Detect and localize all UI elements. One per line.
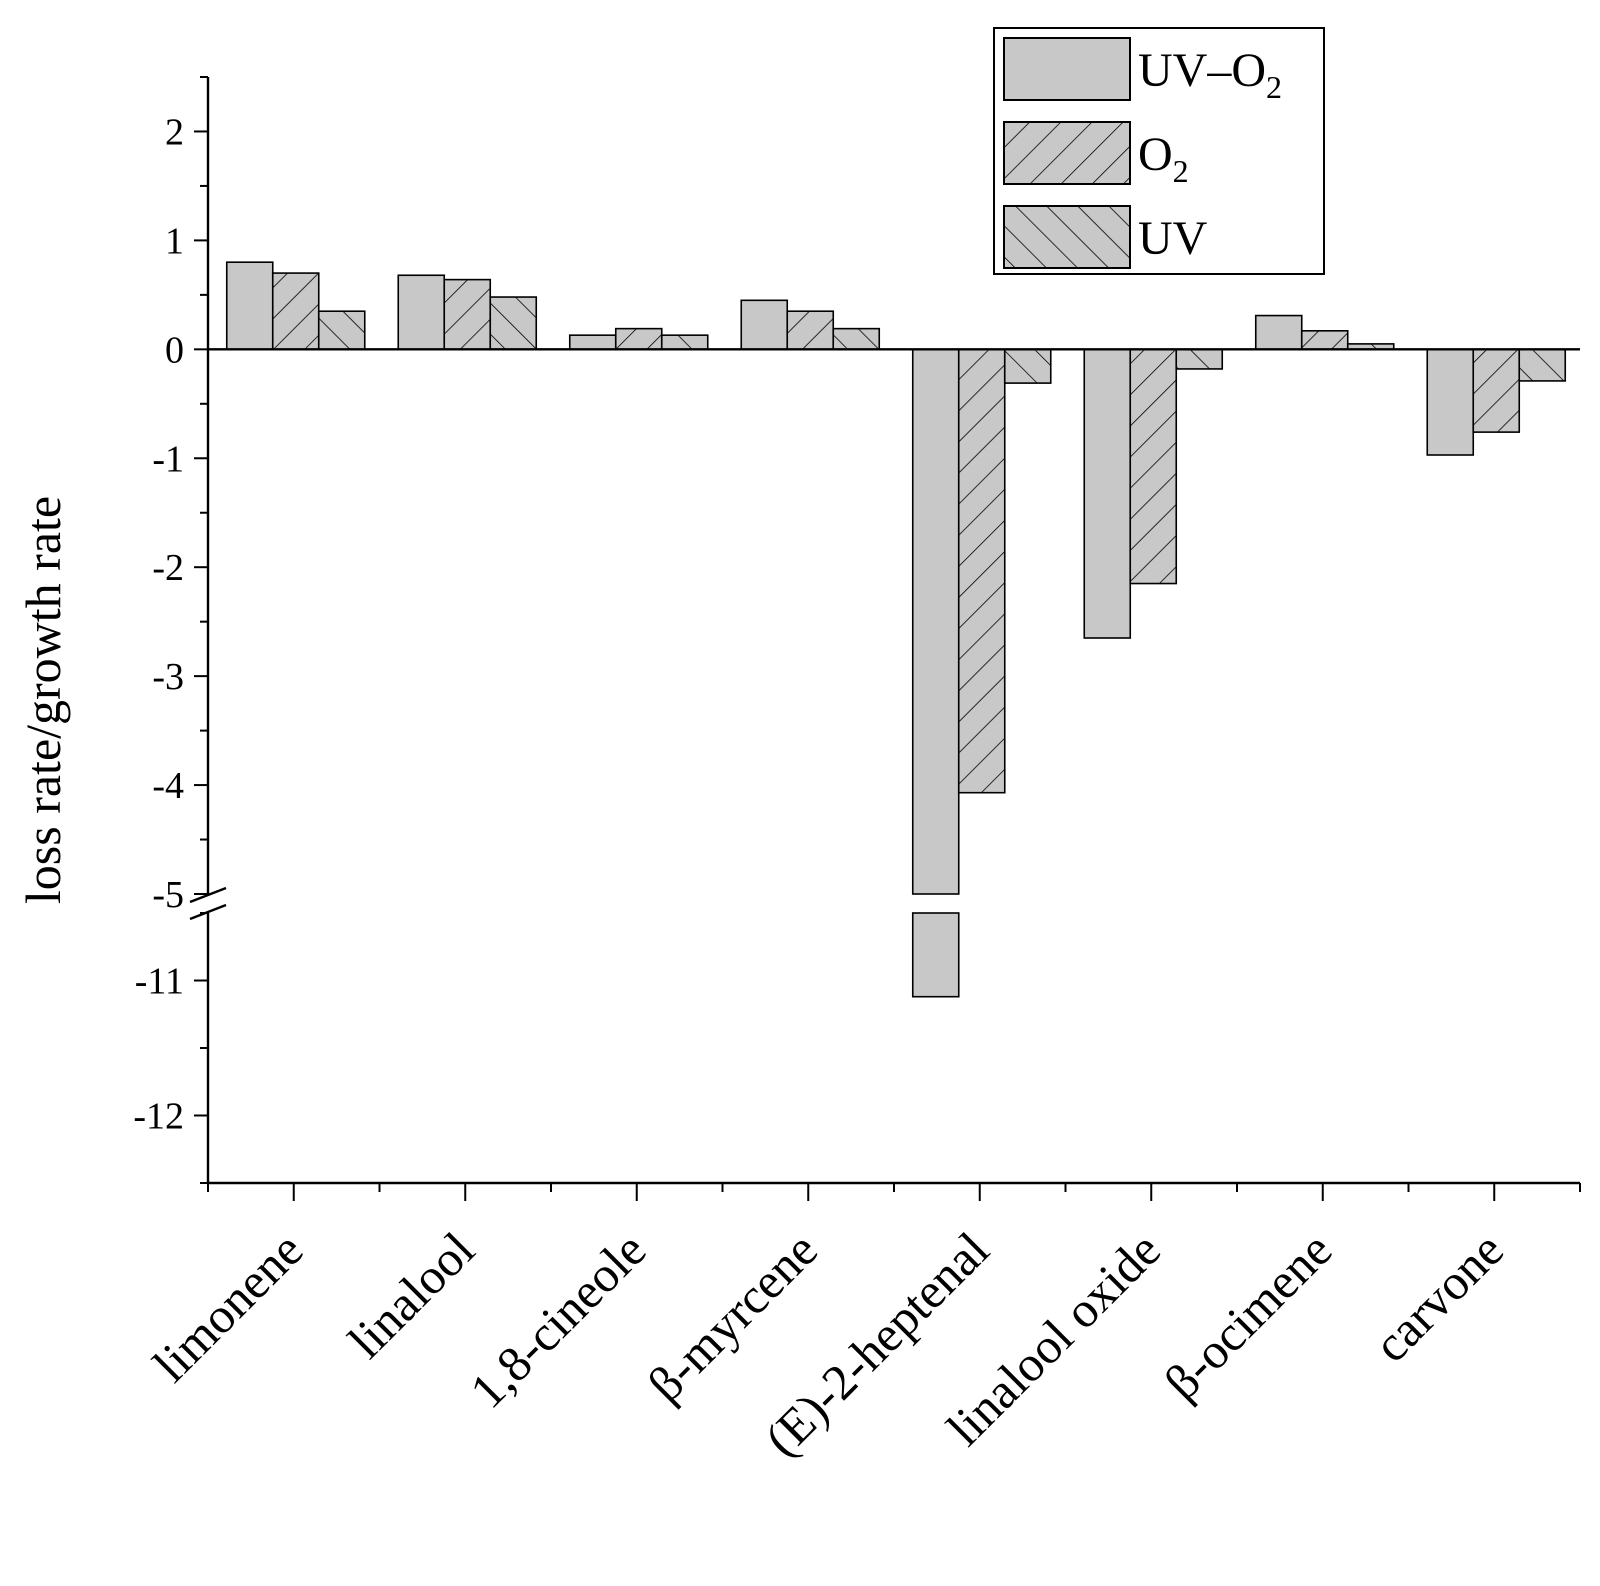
bar-uv-o2-3 <box>740 299 789 351</box>
bar-o2-6 <box>1300 330 1349 351</box>
bar-uv-4 <box>1003 348 1052 384</box>
y-tick-label: -1 <box>152 438 184 480</box>
bar-uv-7 <box>1518 348 1567 382</box>
bar-uv-0 <box>317 310 366 351</box>
y-axis-title: loss rate/growth rate <box>15 496 71 904</box>
bar-uv-o2-1 <box>397 274 446 351</box>
y-tick-label: -5 <box>152 874 184 916</box>
bar-uv-o2-7 <box>1426 348 1475 456</box>
legend-swatch-uv-o2 <box>1003 37 1131 101</box>
bar-uv-o2-0 <box>225 261 274 351</box>
y-tick-label: -3 <box>152 656 184 698</box>
category-label: β-ocimene <box>1153 1221 1342 1410</box>
category-label: 1,8-cineole <box>459 1221 657 1419</box>
legend-label-uv: UV <box>1138 212 1208 265</box>
bar-uv-o2-6 <box>1254 314 1303 351</box>
y-tick-label: -2 <box>152 547 184 589</box>
legend-swatch-uv <box>1003 205 1131 269</box>
bar-o2-7 <box>1472 348 1521 433</box>
bar-uv-3 <box>832 327 881 351</box>
y-tick-label: -12 <box>133 1096 184 1138</box>
bar-o2-4 <box>957 348 1006 794</box>
bars-layer <box>225 261 1567 998</box>
bar-uv-o2-4-upper <box>911 348 960 895</box>
category-label: linalool <box>337 1221 485 1369</box>
axes-layer <box>189 76 1581 1201</box>
bar-o2-5 <box>1129 348 1178 585</box>
bar-o2-2 <box>614 327 663 351</box>
y-tick-label: -4 <box>152 765 184 807</box>
y-tick-label: -11 <box>135 961 184 1003</box>
y-tick-label: 2 <box>165 111 184 153</box>
category-label: limonene <box>142 1221 313 1392</box>
y-tick-label: 0 <box>165 329 184 371</box>
bar-o2-0 <box>271 272 320 351</box>
legend-label-o2: O2 <box>1138 128 1189 189</box>
bar-uv-o2-5 <box>1083 348 1132 639</box>
bar-uv-1 <box>489 296 538 351</box>
bar-uv-2 <box>660 334 709 351</box>
category-label: carvone <box>1363 1221 1514 1372</box>
x-category-labels: limonene linalool1,8-cineoleβ-myrcene(E)-… <box>142 1221 1514 1467</box>
bar-uv-o2-4-lower <box>911 912 960 998</box>
legend-label-uv-o2: UV–O2 <box>1138 44 1282 105</box>
legend: UV–O2 O2 UV <box>993 27 1325 275</box>
y-tick-labels: 2 1 0 -1 -2 -3 -4 -5 -11 -12 <box>133 111 184 1137</box>
legend-swatch-o2 <box>1003 121 1131 185</box>
y-tick-label: 1 <box>165 220 184 262</box>
bar-uv-o2-2 <box>568 334 617 351</box>
bar-o2-1 <box>443 278 492 351</box>
bar-o2-3 <box>786 310 835 351</box>
bar-uv-5 <box>1175 348 1224 370</box>
